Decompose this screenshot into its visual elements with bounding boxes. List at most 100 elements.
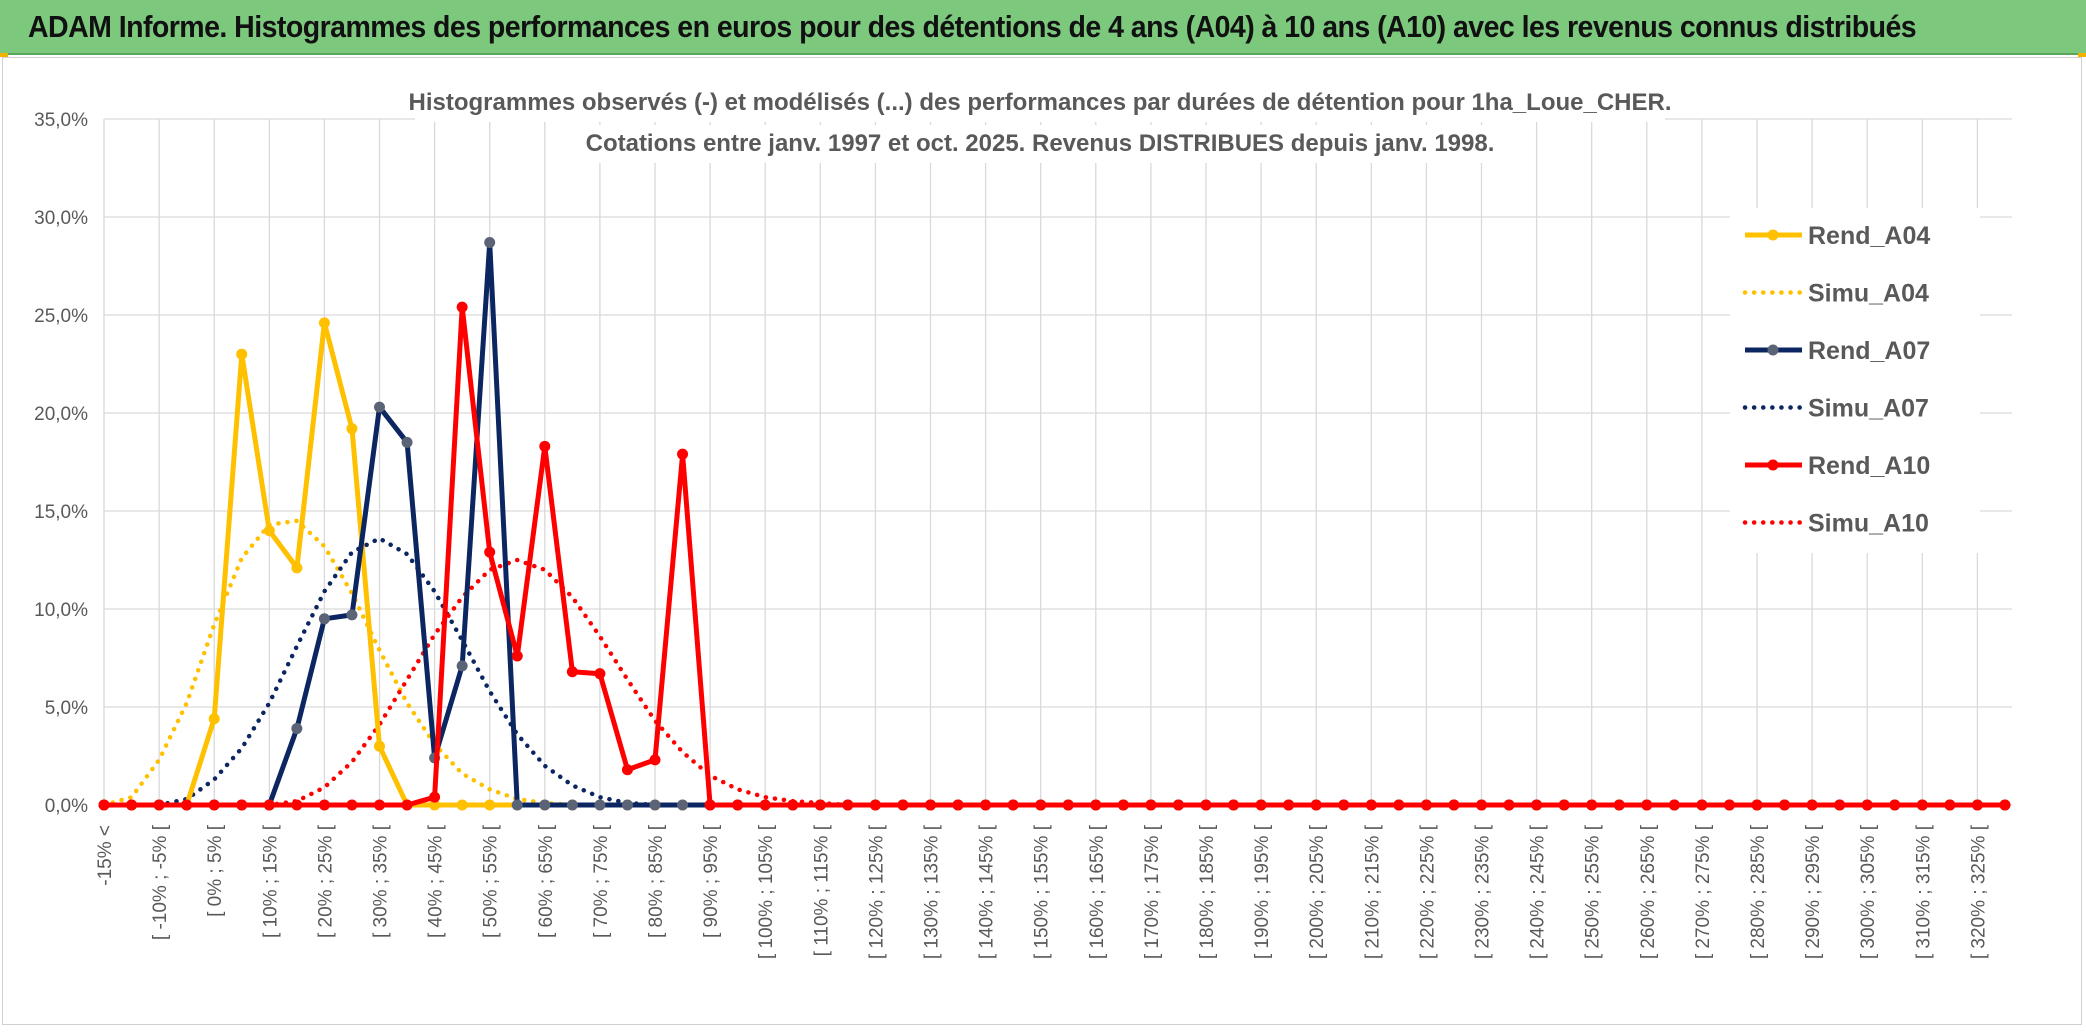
data-point — [897, 799, 909, 811]
data-point — [814, 799, 826, 811]
y-tick-label: 15,0% — [34, 502, 88, 523]
data-point — [1476, 799, 1487, 811]
data-point — [787, 799, 799, 811]
data-point — [1834, 799, 1846, 811]
x-tick-label: [ 190% ; 195% [ — [1252, 824, 1273, 959]
x-tick-label: [ 140% ; 145% [ — [977, 824, 998, 959]
data-point — [1531, 799, 1543, 811]
data-point — [1668, 799, 1680, 811]
data-point — [1503, 799, 1515, 811]
series-line-rend-a04 — [104, 320, 2005, 808]
data-point — [181, 799, 193, 811]
data-point — [484, 799, 496, 811]
data-point — [1944, 799, 1956, 811]
data-point — [1586, 799, 1598, 811]
x-tick-label: [ -10% ; -5% [ — [150, 824, 171, 940]
data-point — [1420, 799, 1432, 811]
data-point — [1916, 799, 1928, 811]
data-point — [539, 799, 551, 811]
x-tick-label: [ 230% ; 235% [ — [1473, 824, 1494, 959]
x-tick-label: [ 200% ; 205% [ — [1307, 824, 1328, 959]
data-point — [374, 799, 385, 811]
data-point — [1999, 799, 2011, 811]
data-point — [1861, 799, 1873, 811]
series-line-rend-a07 — [104, 240, 2005, 808]
data-point — [374, 401, 385, 413]
data-point — [346, 799, 358, 811]
data-point — [649, 754, 661, 766]
report-title: ADAM Informe. Histogrammes des performan… — [28, 8, 1917, 44]
data-point — [1751, 799, 1763, 811]
x-tick-label: [ 0% ; 5% [ — [205, 824, 226, 917]
data-point — [318, 799, 330, 811]
legend-label-rend-a07: Rend_A07 — [1808, 337, 1930, 365]
data-point — [1090, 799, 1102, 811]
data-point — [484, 546, 496, 558]
data-point — [98, 799, 110, 811]
data-point — [1200, 799, 1212, 811]
data-point — [1779, 799, 1791, 811]
x-tick-label: [ 160% ; 165% [ — [1087, 824, 1108, 959]
data-point — [594, 668, 606, 680]
x-tick-label: -15% < — [95, 825, 116, 886]
legend-label-simu-a07: Simu_A07 — [1808, 395, 1929, 423]
legend-label-simu-a10: Simu_A10 — [1808, 510, 1929, 538]
data-point — [1971, 799, 1983, 811]
data-point — [1255, 799, 1267, 811]
x-tick-label: [ 300% ; 305% [ — [1858, 824, 1879, 959]
data-point — [980, 799, 992, 811]
data-point — [952, 799, 964, 811]
data-point — [1613, 799, 1625, 811]
data-point — [126, 799, 138, 811]
data-point — [429, 791, 441, 803]
data-point — [374, 740, 385, 752]
legend-marker — [1767, 459, 1779, 471]
data-point — [1806, 799, 1818, 811]
data-point — [1723, 799, 1735, 811]
chart-title-line-1: Histogrammes observés (-) et modélisés (… — [409, 89, 1672, 116]
data-point — [1558, 799, 1570, 811]
data-point — [704, 799, 716, 811]
x-tick-label: [ 90% ; 95% [ — [701, 824, 722, 938]
x-tick-label: [ 40% ; 45% [ — [426, 824, 447, 938]
x-tick-label: [ 110% ; 115% [ — [811, 824, 832, 956]
report-banner: ADAM Informe. Histogrammes des performan… — [0, 0, 2086, 55]
legend-box — [1730, 208, 1980, 553]
y-tick-label: 30,0% — [34, 208, 88, 229]
y-tick-label: 10,0% — [34, 600, 88, 621]
data-point — [1889, 799, 1901, 811]
data-point — [594, 799, 606, 811]
data-point — [677, 799, 689, 811]
data-point — [1283, 799, 1295, 811]
data-point — [291, 799, 303, 811]
data-point — [401, 799, 413, 811]
data-point — [208, 713, 220, 725]
x-tick-label: [ 150% ; 155% [ — [1032, 824, 1053, 959]
data-point — [1365, 799, 1377, 811]
x-tick-label: [ 30% ; 35% [ — [371, 824, 392, 938]
y-tick-label: 5,0% — [45, 698, 88, 719]
data-point — [236, 799, 248, 811]
x-tick-label: [ 250% ; 255% [ — [1583, 824, 1604, 959]
data-point — [1338, 799, 1350, 811]
data-point — [539, 440, 551, 452]
data-point — [1696, 799, 1708, 811]
y-tick-label: 35,0% — [34, 110, 88, 131]
data-point — [1172, 799, 1184, 811]
y-tick-label: 25,0% — [34, 306, 88, 327]
x-tick-label: [ 290% ; 295% [ — [1803, 824, 1824, 959]
data-point — [511, 799, 523, 811]
data-point — [869, 799, 881, 811]
y-tick-label: 20,0% — [34, 404, 88, 425]
x-tick-label: [ 180% ; 185% [ — [1197, 824, 1218, 959]
data-point — [566, 799, 578, 811]
y-tick-label: 0,0% — [45, 796, 88, 817]
data-point — [621, 799, 633, 811]
x-tick-label: [ 210% ; 215% [ — [1362, 824, 1383, 959]
x-tick-label: [ 80% ; 85% [ — [646, 824, 667, 938]
data-point — [925, 799, 936, 811]
data-point — [759, 799, 771, 811]
x-tick-label: [ 10% ; 15% [ — [260, 824, 281, 938]
data-point — [649, 799, 661, 811]
